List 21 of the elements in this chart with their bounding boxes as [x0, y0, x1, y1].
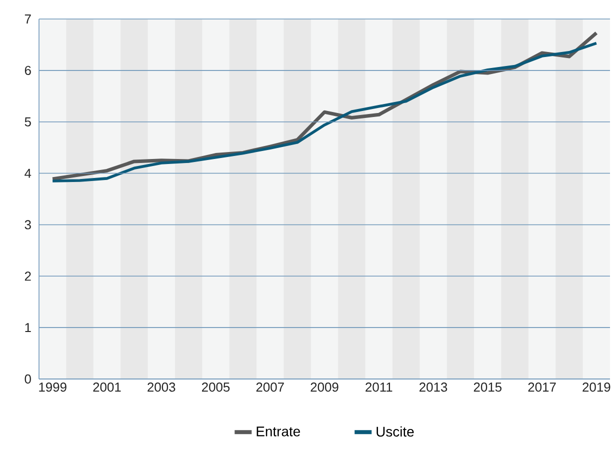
x-tick-label: 2013 — [420, 382, 448, 392]
x-tick-label: 2015 — [474, 382, 502, 392]
x-tick-label: 2001 — [93, 382, 121, 392]
y-tick-label: 0 — [24, 374, 31, 384]
x-tick-label: 2011 — [366, 382, 392, 392]
y-tick-label: 7 — [24, 14, 31, 24]
y-tick-label: 3 — [24, 220, 31, 230]
x-tick-label: 2017 — [528, 382, 556, 392]
y-tick-label: 1 — [25, 323, 31, 332]
legend-label: Uscite — [376, 426, 414, 437]
legend-label: Entrate — [256, 426, 300, 436]
x-tick-label: 2009 — [310, 382, 338, 392]
y-tick-label: 4 — [24, 168, 32, 178]
x-tick-label: 1999 — [39, 382, 66, 392]
x-tick-label: 2007 — [256, 382, 284, 392]
y-tick-label: 2 — [24, 272, 31, 281]
x-tick-label: 2003 — [148, 382, 176, 392]
y-tick-label: 6 — [24, 66, 31, 76]
x-tick-label: 2019 — [582, 382, 610, 392]
y-tick-label: 5 — [24, 117, 31, 126]
x-tick-label: 2005 — [202, 382, 230, 392]
